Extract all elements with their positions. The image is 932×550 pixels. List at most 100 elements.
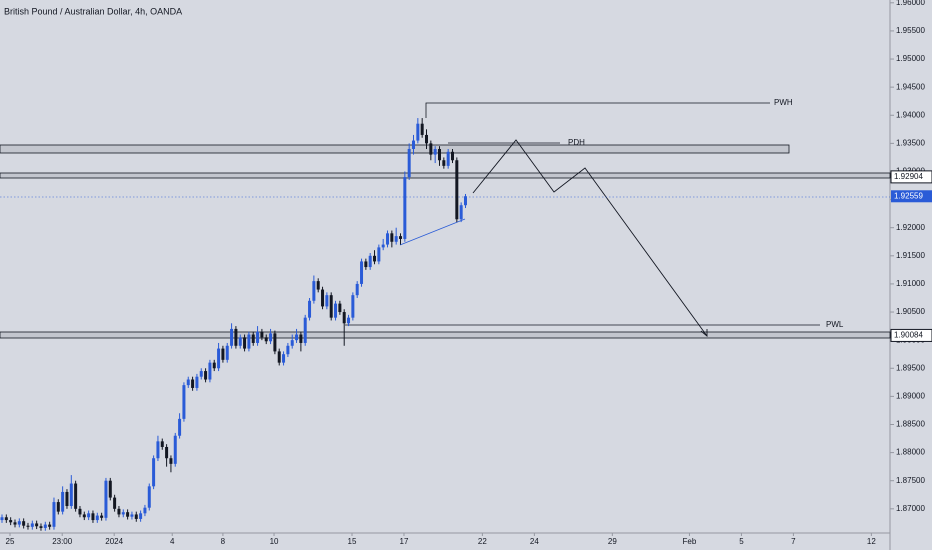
candle-body xyxy=(30,523,34,527)
annotation-label: PWL xyxy=(826,320,844,329)
candle-body xyxy=(165,446,169,459)
candle-body xyxy=(446,151,450,166)
candle-body xyxy=(208,362,212,380)
y-tick-label: 1.95000 xyxy=(896,54,925,63)
y-tick-label: 1.91000 xyxy=(896,279,925,288)
x-tick-label: 22 xyxy=(478,537,487,546)
candle-body xyxy=(134,514,138,519)
x-tick-label: 7 xyxy=(791,537,796,546)
candle-body xyxy=(321,289,325,307)
candle-body xyxy=(178,418,182,436)
candle-body xyxy=(238,337,242,346)
candle-body xyxy=(35,523,39,527)
candle-body xyxy=(282,354,286,363)
candle-body xyxy=(204,371,208,380)
candle-body xyxy=(78,508,82,515)
price-label-box xyxy=(890,170,932,184)
x-tick-label: 23:00 xyxy=(52,537,73,546)
candle-body xyxy=(113,497,117,509)
candle-body xyxy=(251,334,255,343)
candle-body xyxy=(13,522,17,525)
x-tick-label: 29 xyxy=(608,537,617,546)
candle-body xyxy=(368,255,372,268)
pwh-line xyxy=(425,102,770,118)
candle-body xyxy=(429,143,433,155)
x-tick-label: 10 xyxy=(270,537,279,546)
candle-body xyxy=(403,177,407,239)
candle-body xyxy=(74,483,78,509)
x-tick-label: 17 xyxy=(400,537,409,546)
candle-body xyxy=(143,507,147,514)
candle-body xyxy=(342,312,346,324)
candle-body xyxy=(225,345,229,360)
candle-body xyxy=(416,123,420,141)
chart-title: British Pound / Australian Dollar, 4h, O… xyxy=(4,6,182,16)
x-tick-label: 5 xyxy=(739,537,744,546)
y-tick-label: 1.88000 xyxy=(896,448,925,457)
candle-body xyxy=(160,441,164,447)
x-tick-label: 4 xyxy=(170,537,175,546)
candle-body xyxy=(195,376,199,388)
y-tick-label: 1.95500 xyxy=(896,26,925,35)
candle-body xyxy=(420,123,424,135)
candle-body xyxy=(43,524,47,528)
price-label-box xyxy=(891,190,932,203)
candle-body xyxy=(399,236,403,239)
candle-body xyxy=(87,513,91,518)
x-tick-label: 2024 xyxy=(105,537,123,546)
candle-body xyxy=(463,196,467,206)
candle-body xyxy=(121,512,125,515)
candle-body xyxy=(437,148,441,161)
candle-body xyxy=(104,480,108,518)
candle-body xyxy=(186,379,190,386)
candle-body xyxy=(450,151,454,161)
candle-body xyxy=(22,521,26,526)
candle-body xyxy=(61,491,65,512)
x-tick-label: 12 xyxy=(867,537,876,546)
candle-body xyxy=(455,160,459,220)
y-tick-label: 1.92000 xyxy=(896,223,925,232)
y-tick-label: 1.90500 xyxy=(896,307,925,316)
candle-body xyxy=(91,513,95,521)
candle-body xyxy=(286,345,290,355)
candle-body xyxy=(230,328,234,346)
candle-body xyxy=(377,247,381,262)
candle-body xyxy=(247,334,251,349)
y-tick-label: 1.89000 xyxy=(896,391,925,400)
candle-body xyxy=(442,160,446,166)
zone xyxy=(0,331,891,339)
price-label: 1.90084 xyxy=(894,331,923,340)
price-label: 1.92559 xyxy=(894,191,923,200)
y-tick-label: 1.94000 xyxy=(896,110,925,119)
candle-body xyxy=(329,295,333,318)
y-tick-label: 1.87000 xyxy=(896,504,925,513)
drawings xyxy=(0,102,891,339)
candle-body xyxy=(234,328,238,346)
candle-body xyxy=(169,458,173,464)
candle-body xyxy=(381,244,385,248)
zone xyxy=(0,172,891,179)
candle-body xyxy=(56,502,60,512)
candle-body xyxy=(273,333,277,352)
projection-arrow xyxy=(700,329,708,337)
candle-body xyxy=(295,334,299,341)
candle-body xyxy=(217,348,221,369)
candle-body xyxy=(425,134,429,144)
candle-body xyxy=(212,362,216,369)
x-tick-label: 25 xyxy=(6,537,15,546)
candle-body xyxy=(48,524,52,527)
candle-body xyxy=(299,334,303,343)
candle-body xyxy=(9,520,13,523)
candle-body xyxy=(269,333,273,342)
x-tick-label: 24 xyxy=(530,537,539,546)
candle-body xyxy=(4,517,8,521)
candle-body xyxy=(308,300,312,318)
candle-body xyxy=(256,331,260,343)
candle-body xyxy=(156,441,160,459)
candle-body xyxy=(108,480,112,498)
candle-body xyxy=(386,233,390,245)
candle-body xyxy=(433,148,437,155)
candle-body xyxy=(173,435,177,464)
